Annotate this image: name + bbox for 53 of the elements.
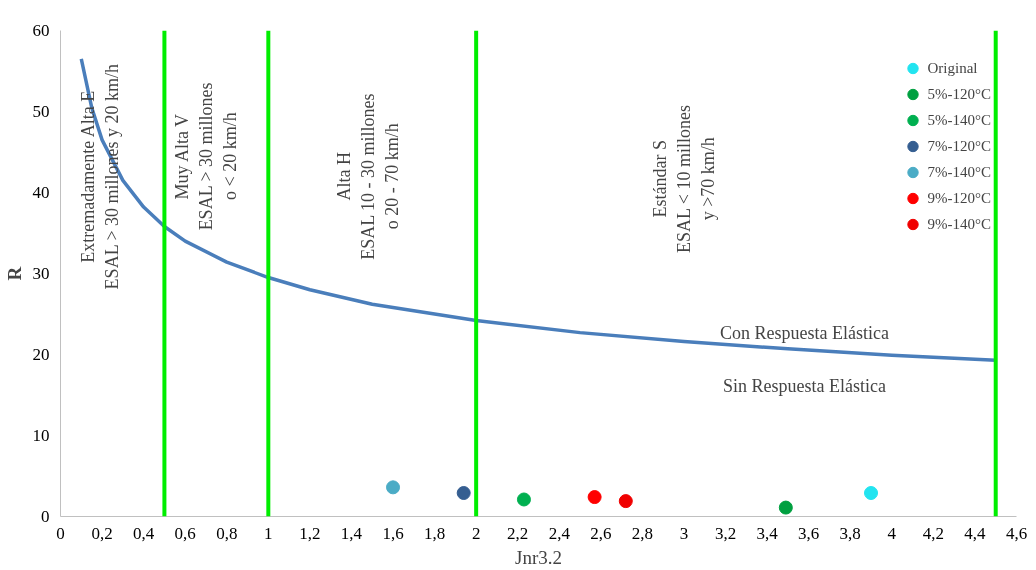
annotation: Sin Respuesta Elástica (723, 376, 887, 397)
x-tick-label: 2 (471, 523, 481, 543)
x-tick-label: 1,8 (423, 523, 446, 543)
x-tick-label: 0 (56, 523, 65, 543)
legend-label: 5%-120°C (927, 85, 991, 103)
y-tick-label: 50 (32, 102, 50, 121)
x-tick-label: 4 (887, 523, 897, 543)
x-tick-label: 4,6 (1005, 523, 1028, 543)
x-tick-label: 1,6 (382, 523, 404, 543)
x-tick-label: 1,4 (340, 523, 363, 543)
point (618, 494, 633, 509)
x-tick-label: 0,4 (133, 523, 155, 543)
legend-label: 7%-140°C (927, 163, 991, 181)
x-tick-label: 3,4 (756, 523, 779, 543)
point (516, 492, 531, 507)
y-axis-title: R (3, 266, 25, 281)
y-tick-label: 10 (32, 426, 50, 445)
legend-label: Original (927, 59, 978, 77)
y-tick-label: 20 (32, 345, 50, 364)
x-tick-label: 0,2 (91, 523, 113, 543)
point (587, 490, 602, 505)
x-tick-label: 2,2 (507, 523, 529, 543)
y-tick-label: 0 (41, 507, 50, 526)
annotation: Con Respuesta Elástica (720, 323, 890, 344)
annotation: Alta H ESAL 10 - 30 millones o 20 - 70 km/h (334, 93, 403, 260)
point (778, 500, 793, 515)
x-tick-label: 2,6 (590, 523, 612, 543)
point (456, 486, 471, 500)
x-tick-label: 1,2 (299, 523, 321, 543)
x-tick-label: 3 (679, 523, 689, 543)
point (864, 486, 879, 500)
annotation: Extremadamente Alta E ESAL > 30 millones y 20 km/h (77, 63, 122, 290)
point (386, 480, 401, 495)
x-tick-label: 0,6 (174, 523, 196, 543)
x-tick-label: 4,4 (964, 523, 987, 543)
y-tick-label: 60 (32, 21, 50, 40)
y-tick-label: 30 (32, 264, 50, 283)
x-tick-label: 3,8 (839, 523, 861, 543)
x-tick-label: 3,2 (714, 523, 737, 543)
x-tick-label: 3,6 (798, 523, 820, 543)
annotation: Muy Alta V ESAL > 30 millones o < 20 km/h (171, 82, 240, 231)
x-tick-label: 0,8 (216, 523, 238, 543)
legend-label: 9%-120°C (927, 189, 991, 207)
x-axis-title: Jnr3.2 (515, 546, 562, 568)
annotation: Estándar S ESAL < 10 millones y >70 km/h (649, 105, 718, 254)
x-tick-label: 4,2 (922, 523, 944, 543)
x-tick-label: 1 (264, 523, 273, 543)
y-tick-label: 40 (32, 183, 50, 202)
x-tick-label: 2,4 (548, 523, 571, 543)
x-tick-label: 2,8 (631, 523, 654, 543)
legend-label: 7%-120°C (927, 137, 991, 155)
legend-label: 9%-140°C (927, 215, 991, 233)
legend-label: 5%-140°C (927, 111, 991, 129)
